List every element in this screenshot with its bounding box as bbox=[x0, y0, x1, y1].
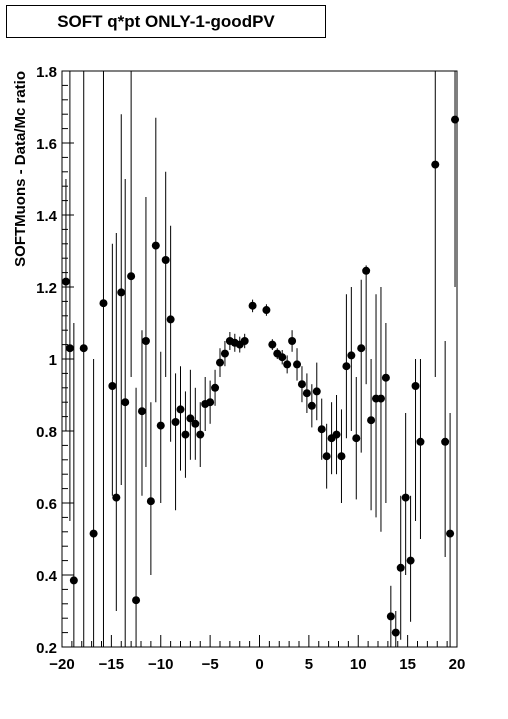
data-point bbox=[342, 362, 351, 371]
data-point bbox=[302, 389, 311, 398]
data-point bbox=[216, 358, 224, 367]
data-point bbox=[283, 360, 292, 369]
data-point bbox=[268, 340, 277, 349]
data-point bbox=[446, 529, 455, 538]
x-tick-label: −5 bbox=[202, 656, 219, 673]
data-point bbox=[79, 344, 88, 353]
data-point bbox=[312, 387, 321, 396]
y-tick-label: 1 bbox=[49, 352, 57, 369]
x-tick-label: 10 bbox=[350, 656, 367, 673]
data-point bbox=[240, 337, 249, 345]
error-bars bbox=[65, 71, 456, 647]
data-point bbox=[69, 576, 78, 585]
data-point bbox=[61, 277, 70, 286]
x-tick-label: −20 bbox=[49, 656, 74, 673]
data-point bbox=[65, 344, 74, 353]
data-point bbox=[347, 351, 356, 360]
y-tick-labels: 0.2 0.4 0.6 0.8 1 1.2 1.4 1.6 1.8 bbox=[36, 64, 58, 657]
data-point bbox=[288, 337, 297, 345]
data-point bbox=[411, 382, 420, 390]
data-point bbox=[357, 344, 366, 353]
data-point bbox=[171, 418, 180, 426]
y-tick-label: 0.4 bbox=[36, 568, 58, 585]
data-point bbox=[161, 256, 170, 264]
data-point bbox=[297, 380, 306, 389]
axis-ticks bbox=[61, 70, 458, 648]
x-tick-label: 5 bbox=[305, 656, 313, 673]
data-point bbox=[127, 272, 136, 281]
data-point bbox=[386, 612, 395, 621]
y-tick-label: 1.4 bbox=[36, 208, 58, 225]
data-point bbox=[337, 452, 346, 461]
data-markers bbox=[61, 115, 460, 637]
data-point bbox=[262, 306, 271, 315]
data-point bbox=[248, 301, 257, 310]
data-point bbox=[332, 430, 341, 439]
data-point bbox=[121, 398, 130, 407]
data-point bbox=[166, 315, 175, 324]
data-point bbox=[211, 383, 220, 392]
data-point bbox=[367, 416, 376, 425]
data-point bbox=[451, 115, 460, 124]
data-point bbox=[191, 419, 200, 428]
data-point bbox=[278, 353, 287, 362]
data-point bbox=[141, 337, 150, 345]
data-point bbox=[117, 288, 126, 297]
data-point bbox=[381, 373, 390, 382]
data-point bbox=[441, 437, 450, 446]
data-point bbox=[317, 425, 326, 434]
chart-title: SOFT q*pt ONLY-1-goodPV bbox=[6, 5, 326, 38]
data-point bbox=[416, 437, 425, 446]
x-tick-label: 20 bbox=[449, 656, 466, 673]
data-point bbox=[406, 556, 415, 565]
data-point bbox=[322, 452, 331, 461]
data-point bbox=[396, 563, 405, 572]
data-point bbox=[196, 430, 205, 439]
y-axis-title: SOFTMuons - Data/Mc ratio bbox=[12, 71, 29, 267]
x-tick-label: −15 bbox=[99, 656, 124, 673]
data-point bbox=[181, 430, 190, 439]
y-tick-label: 0.2 bbox=[36, 640, 57, 657]
data-point bbox=[99, 299, 108, 308]
data-point bbox=[89, 529, 98, 538]
data-point bbox=[293, 360, 302, 369]
data-point bbox=[376, 394, 385, 403]
y-tick-label: 1.8 bbox=[36, 64, 57, 81]
data-point bbox=[137, 407, 146, 416]
data-point bbox=[146, 497, 155, 506]
data-point bbox=[112, 493, 121, 502]
data-point bbox=[307, 401, 316, 410]
data-point bbox=[431, 160, 440, 169]
data-point bbox=[362, 266, 371, 275]
data-point bbox=[156, 421, 165, 430]
y-tick-label: 1.6 bbox=[36, 136, 57, 153]
data-point bbox=[132, 596, 141, 605]
data-point bbox=[206, 398, 215, 407]
y-tick-label: 0.6 bbox=[36, 496, 57, 513]
y-tick-label: 1.2 bbox=[36, 280, 57, 297]
data-point bbox=[108, 382, 117, 390]
data-point bbox=[220, 349, 229, 358]
x-tick-label: 0 bbox=[255, 656, 263, 673]
data-point bbox=[352, 434, 361, 443]
y-tick-label: 0.8 bbox=[36, 424, 57, 441]
x-tick-labels: −20 −15 −10 −5 0 5 10 15 20 bbox=[49, 656, 465, 673]
data-point bbox=[176, 405, 185, 414]
data-point bbox=[151, 241, 160, 250]
data-point bbox=[186, 414, 195, 423]
data-point bbox=[391, 628, 400, 637]
x-tick-label: 15 bbox=[399, 656, 416, 673]
x-tick-label: −10 bbox=[148, 656, 173, 673]
data-point bbox=[401, 493, 410, 502]
